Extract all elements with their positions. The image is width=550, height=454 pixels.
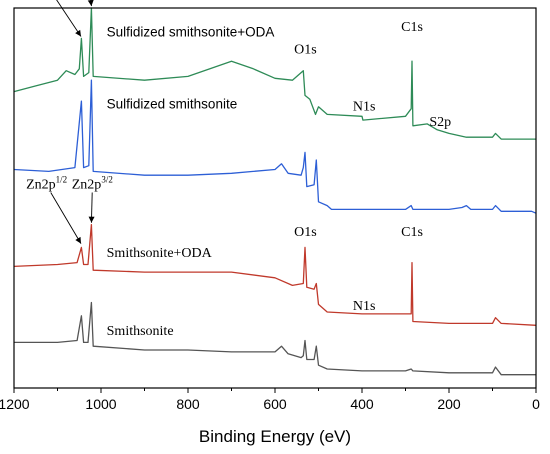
series-label-smithsonite-plus-oda: Smithsonite+ODA [107,246,213,261]
annotation-arrowhead [75,236,81,244]
annotation-arrow [56,0,82,37]
series-layer [13,7,537,376]
annotation-arrow [50,192,82,244]
peak-label-n1s: N1s [353,299,376,314]
peak-label-s2p: S2p [429,115,451,130]
peak-label-c1s: C1s [401,20,423,35]
peak-label-o1s: O1s [294,225,317,240]
x-axis-title: Binding Energy (eV) [199,427,351,446]
series-label-sulfidized-smithsonite-plus-oda: Sulfidized smithsonite+ODA [107,25,275,40]
peak-label-zn2p3-2: Zn2p3/2 [72,175,113,193]
x-tick-label: 1200 [0,396,30,412]
series-label-smithsonite: Smithsonite [107,324,174,339]
series-line-smithsonite [14,301,536,376]
annotation-arrowhead [87,0,94,7]
x-tick-label: 1000 [85,396,116,412]
series-label-sulfidized-smithsonite: Sulfidized smithsonite [107,97,238,112]
peak-label-zn2p1-2: Zn2p1/2 [26,175,67,193]
peak-label-o1s: O1s [294,43,317,58]
x-tick-label: 600 [263,396,287,412]
x-axis-ticks: 1200 1000 800 600 400 200 0 [0,388,540,412]
annotation-arrowhead [88,216,95,223]
x-tick-label: 400 [350,396,374,412]
annotation-arrowhead [75,29,81,37]
peak-label-n1s: N1s [353,100,376,115]
series-line-smithsonite-plus-oda [13,223,537,326]
peak-label-c1s: C1s [401,225,423,240]
series-label-layer: Sulfidized smithsonite+ODA Sulfidized smi… [107,25,275,339]
x-tick-label: 800 [176,396,200,412]
peak-annotation-layer: Zn2p1/2Zn2p3/2O1sN1sC1sS2pZn2p1/2Zn2p3/2… [26,0,451,314]
x-tick-label: 0 [532,396,540,412]
series-line-sulfidized-smithsonite-plus-oda [13,7,536,140]
x-tick-label: 200 [437,396,461,412]
series-line-sulfidized-smithsonite [13,79,537,214]
